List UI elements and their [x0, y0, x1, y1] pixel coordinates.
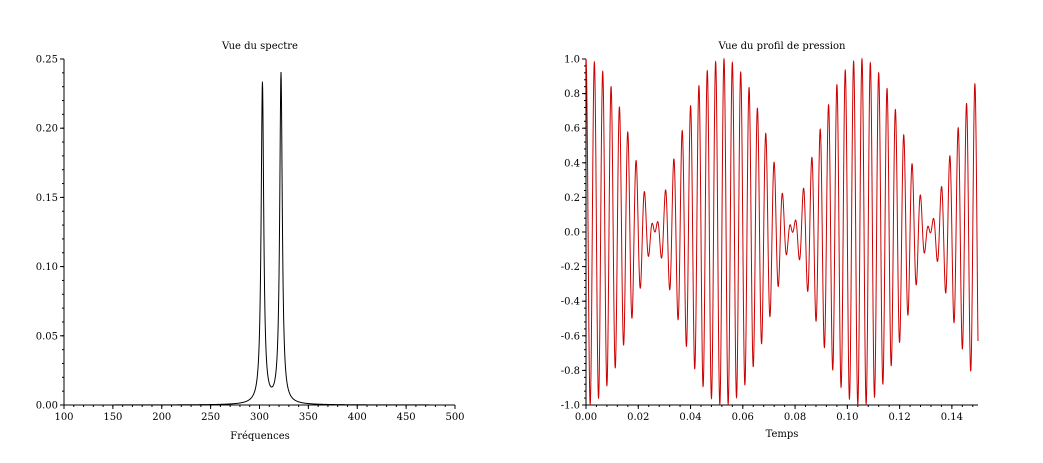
- spectrum-x-tick-label: 150: [103, 412, 122, 423]
- spectrum-series-line: [64, 71, 455, 406]
- pressure-y-tick-label: -0.2: [561, 262, 580, 273]
- pressure-x-tick-label: 0.04: [679, 412, 701, 423]
- spectrum-x-tick-label: 200: [152, 412, 171, 423]
- pressure-chart: Vue du profil de pression Temps 0.00 0.02…: [561, 41, 979, 440]
- pressure-xlabel: Temps: [766, 429, 799, 440]
- pressure-y-tick-label: 0.6: [564, 124, 580, 135]
- pressure-y-tick-label: -1.0: [561, 401, 580, 412]
- spectrum-x-tick-label: 450: [397, 412, 416, 423]
- pressure-y-tick-label: 1.0: [564, 55, 580, 66]
- spectrum-y-tick-label: 0.05: [36, 331, 58, 342]
- pressure-x-tick-label: 0.02: [627, 412, 649, 423]
- spectrum-x-tick-label: 500: [445, 412, 464, 423]
- spectrum-y-tick-label: 0.00: [36, 401, 58, 412]
- pressure-y-tick-label: 0.0: [564, 228, 580, 239]
- pressure-x-tick-label: 0.00: [575, 412, 597, 423]
- spectrum-y-tick-label: 0.15: [36, 193, 58, 204]
- pressure-x-tick-label: 0.10: [836, 412, 858, 423]
- spectrum-x-tick-label: 250: [201, 412, 220, 423]
- pressure-y-tick-label: 0.8: [564, 89, 580, 100]
- spectrum-xlabel: Fréquences: [230, 431, 290, 442]
- pressure-x-tick-label: 0.06: [732, 412, 754, 423]
- pressure-x-tick-label: 0.08: [784, 412, 806, 423]
- spectrum-x-tick-label: 350: [299, 412, 318, 423]
- pressure-y-tick-label: 0.2: [564, 193, 580, 204]
- pressure-y-tick-label: 0.4: [564, 158, 580, 169]
- pressure-title: Vue du profil de pression: [718, 41, 846, 52]
- spectrum-x-tick-label: 400: [348, 412, 367, 423]
- pressure-axes: 0.00 0.02 0.04 0.06 0.08 0.10 0.12 0.14 1.0 0.8 0.…: [561, 55, 978, 423]
- pressure-series-line: [585, 57, 979, 407]
- pressure-y-tick-label: -0.8: [561, 366, 580, 377]
- spectrum-y-tick-label: 0.20: [36, 124, 58, 135]
- spectrum-x-tick-label: 100: [54, 412, 73, 423]
- pressure-x-tick-label: 0.14: [941, 412, 963, 423]
- pressure-x-tick-label: 0.12: [888, 412, 910, 423]
- pressure-y-tick-label: -0.4: [561, 297, 580, 308]
- spectrum-chart: Vue du spectre Fréquences 100 150 200 250 30…: [36, 41, 465, 442]
- spectrum-y-tick-label: 0.10: [36, 262, 58, 273]
- pressure-y-tick-label: -0.6: [561, 331, 580, 342]
- spectrum-axes: 100 150 200 250 300 350 400 450 500 0.00 0.05 0.10 0…: [36, 55, 465, 424]
- spectrum-title: Vue du spectre: [221, 41, 298, 52]
- spectrum-x-tick-label: 300: [250, 412, 269, 423]
- spectrum-y-tick-label: 0.25: [36, 55, 58, 66]
